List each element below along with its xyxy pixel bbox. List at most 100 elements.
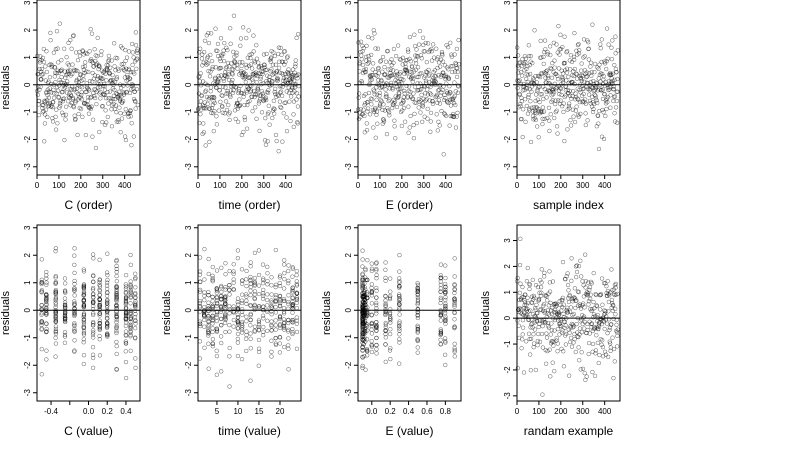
- data-point: [358, 49, 363, 55]
- data-point: [123, 375, 129, 381]
- data-point: [452, 274, 457, 279]
- data-point: [389, 72, 395, 78]
- data-point: [211, 128, 216, 134]
- data-point: [433, 94, 438, 100]
- data-point: [574, 322, 579, 327]
- data-point: [596, 324, 601, 330]
- data-point: [235, 312, 240, 317]
- data-point: [385, 105, 390, 111]
- data-point: [294, 295, 300, 300]
- data-point: [276, 149, 281, 154]
- data-point: [252, 60, 258, 65]
- data-point: [546, 105, 552, 110]
- data-point: [430, 99, 435, 104]
- data-point: [259, 110, 265, 115]
- data-point: [374, 285, 379, 291]
- data-point: [452, 349, 457, 354]
- data-point: [374, 324, 379, 329]
- data-point: [569, 256, 574, 261]
- data-point: [81, 340, 86, 345]
- data-point: [596, 66, 601, 71]
- data-point: [589, 73, 594, 78]
- data-point: [47, 86, 52, 91]
- data-point: [388, 289, 393, 294]
- data-point: [256, 248, 262, 253]
- data-point: [39, 281, 44, 287]
- data-point: [112, 87, 117, 93]
- data-point: [219, 316, 224, 322]
- data-point: [397, 280, 402, 285]
- data-point: [527, 282, 533, 287]
- data-point: [267, 57, 273, 62]
- data-point: [515, 275, 520, 281]
- data-point: [255, 85, 260, 90]
- data-point: [573, 349, 578, 355]
- data-point: [37, 66, 42, 72]
- data-point: [71, 105, 76, 110]
- data-point: [606, 309, 611, 314]
- data-point: [244, 301, 249, 306]
- data-point: [269, 312, 274, 317]
- data-point: [266, 103, 271, 108]
- data-point: [550, 98, 555, 103]
- data-point: [366, 60, 371, 65]
- data-point: [590, 369, 595, 375]
- data-point: [91, 321, 96, 326]
- data-point: [235, 319, 240, 325]
- data-point: [131, 134, 136, 139]
- data-point: [403, 61, 408, 66]
- data-point: [564, 307, 569, 313]
- data-point: [244, 126, 250, 131]
- data-point: [43, 107, 49, 112]
- data-point: [273, 304, 278, 310]
- data-point: [370, 67, 375, 72]
- data-point: [231, 13, 237, 18]
- data-point: [220, 104, 225, 109]
- data-point: [282, 277, 287, 282]
- data-point: [114, 344, 119, 349]
- data-point: [54, 91, 59, 96]
- data-point: [294, 300, 299, 306]
- data-point: [426, 67, 431, 73]
- data-point: [235, 336, 240, 341]
- data-point: [401, 105, 407, 111]
- data-point: [252, 302, 257, 307]
- data-point: [528, 308, 533, 313]
- data-point: [519, 295, 525, 300]
- data-point: [44, 301, 49, 306]
- data-point: [53, 46, 58, 52]
- data-point: [576, 97, 581, 102]
- data-point: [129, 82, 135, 87]
- data-point: [454, 46, 459, 52]
- data-point: [231, 280, 236, 285]
- data-point: [239, 300, 245, 306]
- plot-frame: [357, 0, 462, 176]
- data-point: [374, 109, 379, 114]
- data-point: [210, 64, 215, 70]
- x-tick-label: 200: [554, 181, 568, 190]
- data-point: [81, 324, 86, 329]
- x-tick-label: 0.6: [421, 407, 433, 416]
- data-point: [275, 75, 280, 81]
- data-point: [536, 324, 541, 330]
- data-point: [290, 266, 295, 271]
- data-point: [527, 106, 532, 111]
- data-point: [592, 70, 597, 75]
- y-tick-label: -2: [23, 135, 32, 143]
- data-point: [438, 273, 443, 278]
- y-tick-label: -2: [184, 135, 193, 143]
- y-tick-label: 3: [503, 238, 512, 243]
- data-point: [531, 332, 536, 337]
- data-point: [405, 57, 410, 63]
- data-point: [433, 74, 438, 79]
- data-point: [103, 122, 108, 128]
- data-point: [39, 290, 44, 295]
- data-point: [590, 22, 595, 27]
- data-point: [557, 92, 562, 97]
- data-point: [256, 337, 262, 343]
- data-point: [429, 49, 434, 54]
- data-point: [579, 330, 584, 335]
- data-point: [535, 89, 540, 94]
- data-point: [260, 262, 266, 267]
- data-point: [576, 289, 581, 295]
